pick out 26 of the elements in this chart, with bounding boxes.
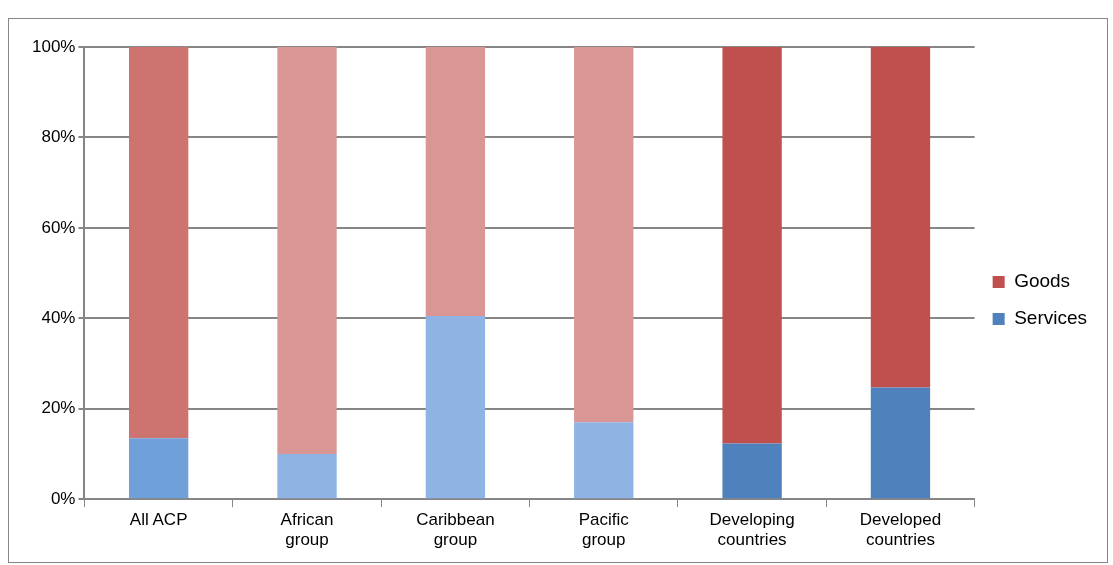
bar (425, 47, 486, 317)
bar (722, 47, 782, 444)
x-tick-label: Developed countries (859, 510, 942, 550)
bar (128, 438, 189, 499)
y-tick-label: 100% (32, 36, 76, 56)
bar (870, 387, 931, 499)
y-tick-label: 20% (41, 398, 76, 418)
legend-label: Services (1014, 307, 1087, 329)
x-tick-label: Pacific group (578, 510, 630, 550)
bar (277, 453, 337, 499)
bar (277, 47, 337, 454)
y-tick-label: 80% (41, 127, 76, 147)
x-tick-label: All ACP (129, 510, 188, 530)
bar (425, 316, 486, 499)
x-tick-label: African group (280, 510, 334, 550)
bar (722, 443, 782, 499)
legend-label: Goods (1014, 270, 1071, 292)
bar (574, 47, 634, 423)
x-tick-label: Developing countries (709, 510, 795, 550)
y-tick-label: 0% (50, 488, 76, 508)
y-tick-label: 40% (41, 308, 76, 328)
bar (870, 47, 931, 388)
bar (574, 422, 634, 499)
bar (128, 47, 189, 439)
x-tick-label: Caribbean group (416, 510, 495, 550)
y-tick-label: 60% (41, 217, 76, 237)
